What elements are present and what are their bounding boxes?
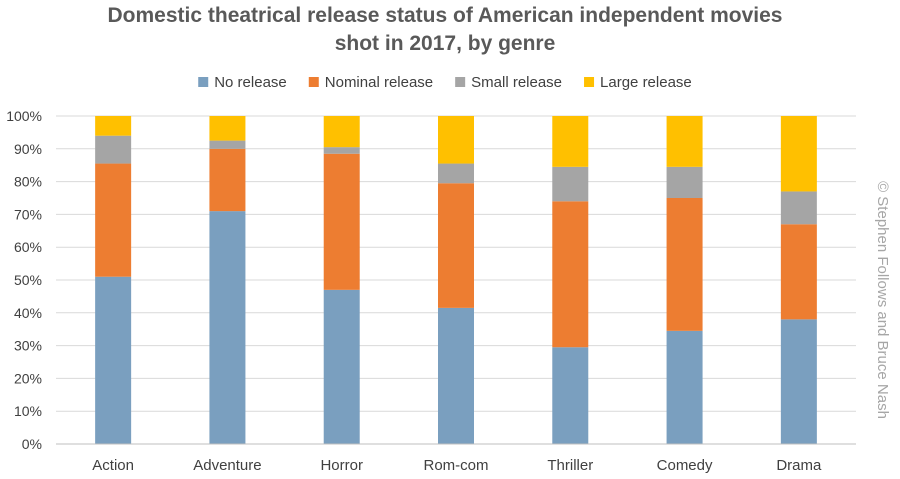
- y-axis: 0% 10% 20% 30% 40% 50% 60% 70% 80% 90% 100%: [6, 108, 42, 452]
- legend-item: Small release: [455, 74, 562, 91]
- bar-segment-large-release: [666, 116, 703, 167]
- legend-swatch: [308, 77, 319, 87]
- legend: No release Nominal release Small release La…: [198, 74, 692, 91]
- bar-segment-large-release: [323, 116, 360, 148]
- bar-segment-nominal-release: [438, 183, 474, 308]
- bar-segment-large-release: [552, 116, 589, 167]
- bars: [95, 116, 817, 444]
- bar-segment-small-release: [95, 135, 132, 164]
- legend-item: No release: [198, 74, 287, 91]
- bar-segment-small-release: [552, 166, 589, 202]
- bar-segment-nominal-release: [209, 148, 246, 212]
- bar-segment-no-release: [209, 211, 246, 444]
- y-tick-label: 0%: [22, 436, 42, 452]
- x-tick-label: Adventure: [193, 457, 261, 474]
- y-tick-label: 30%: [14, 338, 42, 354]
- bar-segment-small-release: [438, 163, 474, 184]
- bar-segment-no-release: [552, 347, 589, 444]
- bar-segment-large-release: [438, 116, 474, 164]
- bar-segment-large-release: [209, 116, 246, 141]
- bar-segment-nominal-release: [95, 163, 132, 277]
- legend-label: Large release: [600, 74, 692, 91]
- legend-swatch: [455, 77, 466, 87]
- bar-segment-no-release: [438, 307, 474, 444]
- bar-segment-nominal-release: [323, 153, 360, 290]
- bar-stack-drama: [780, 116, 817, 444]
- bar-segment-small-release: [780, 191, 817, 225]
- legend-label: Nominal release: [325, 74, 433, 91]
- y-tick-label: 10%: [14, 403, 42, 419]
- bar-stack-adventure: [209, 116, 246, 444]
- bar-segment-nominal-release: [666, 198, 703, 331]
- bar-segment-small-release: [323, 147, 360, 154]
- legend-label: No release: [214, 74, 287, 91]
- bar-segment-small-release: [209, 140, 246, 149]
- bar-segment-small-release: [666, 166, 703, 198]
- x-tick-label: Rom-com: [423, 457, 488, 474]
- bar-segment-no-release: [780, 319, 817, 444]
- bar-stack-horror: [323, 116, 360, 444]
- x-tick-label: Thriller: [547, 457, 593, 474]
- x-tick-label: Action: [92, 457, 134, 474]
- x-axis: Action Adventure Horror Rom-com Thriller Come…: [56, 443, 856, 474]
- legend-item: Large release: [584, 74, 692, 91]
- x-tick-label: Horror: [320, 457, 363, 474]
- bar-stack-thriller: [552, 116, 589, 444]
- bar-segment-large-release: [780, 116, 817, 192]
- y-tick-label: 60%: [14, 239, 42, 255]
- y-tick-label: 90%: [14, 141, 42, 157]
- y-tick-label: 100%: [6, 108, 42, 124]
- bar-stack-action: [95, 116, 132, 444]
- chart-title-line-2: shot in 2017, by genre: [335, 32, 556, 55]
- bar-segment-no-release: [323, 289, 360, 444]
- x-tick-label: Drama: [776, 457, 822, 474]
- legend-label: Small release: [471, 74, 562, 91]
- bar-stack-rom-com: [438, 116, 474, 444]
- bar-segment-no-release: [95, 276, 132, 444]
- bar-segment-no-release: [666, 330, 703, 444]
- bar-segment-nominal-release: [552, 201, 589, 348]
- bar-segment-nominal-release: [780, 224, 817, 320]
- chart-title: Domestic theatrical release status of Am…: [108, 4, 783, 55]
- chart-title-line-1: Domestic theatrical release status of Am…: [108, 4, 783, 27]
- legend-swatch: [198, 77, 209, 87]
- x-tick-label: Comedy: [657, 457, 713, 474]
- y-tick-label: 80%: [14, 174, 42, 190]
- y-tick-label: 70%: [14, 206, 42, 222]
- legend-item: Nominal release: [308, 74, 433, 91]
- copyright-watermark: © Stephen Follows and Bruce Nash: [874, 181, 891, 419]
- bar-stack-comedy: [666, 116, 703, 444]
- bar-segment-large-release: [95, 116, 132, 136]
- y-tick-label: 40%: [14, 305, 42, 321]
- legend-swatch: [584, 77, 595, 87]
- y-tick-label: 50%: [14, 272, 42, 288]
- y-tick-label: 20%: [14, 370, 42, 386]
